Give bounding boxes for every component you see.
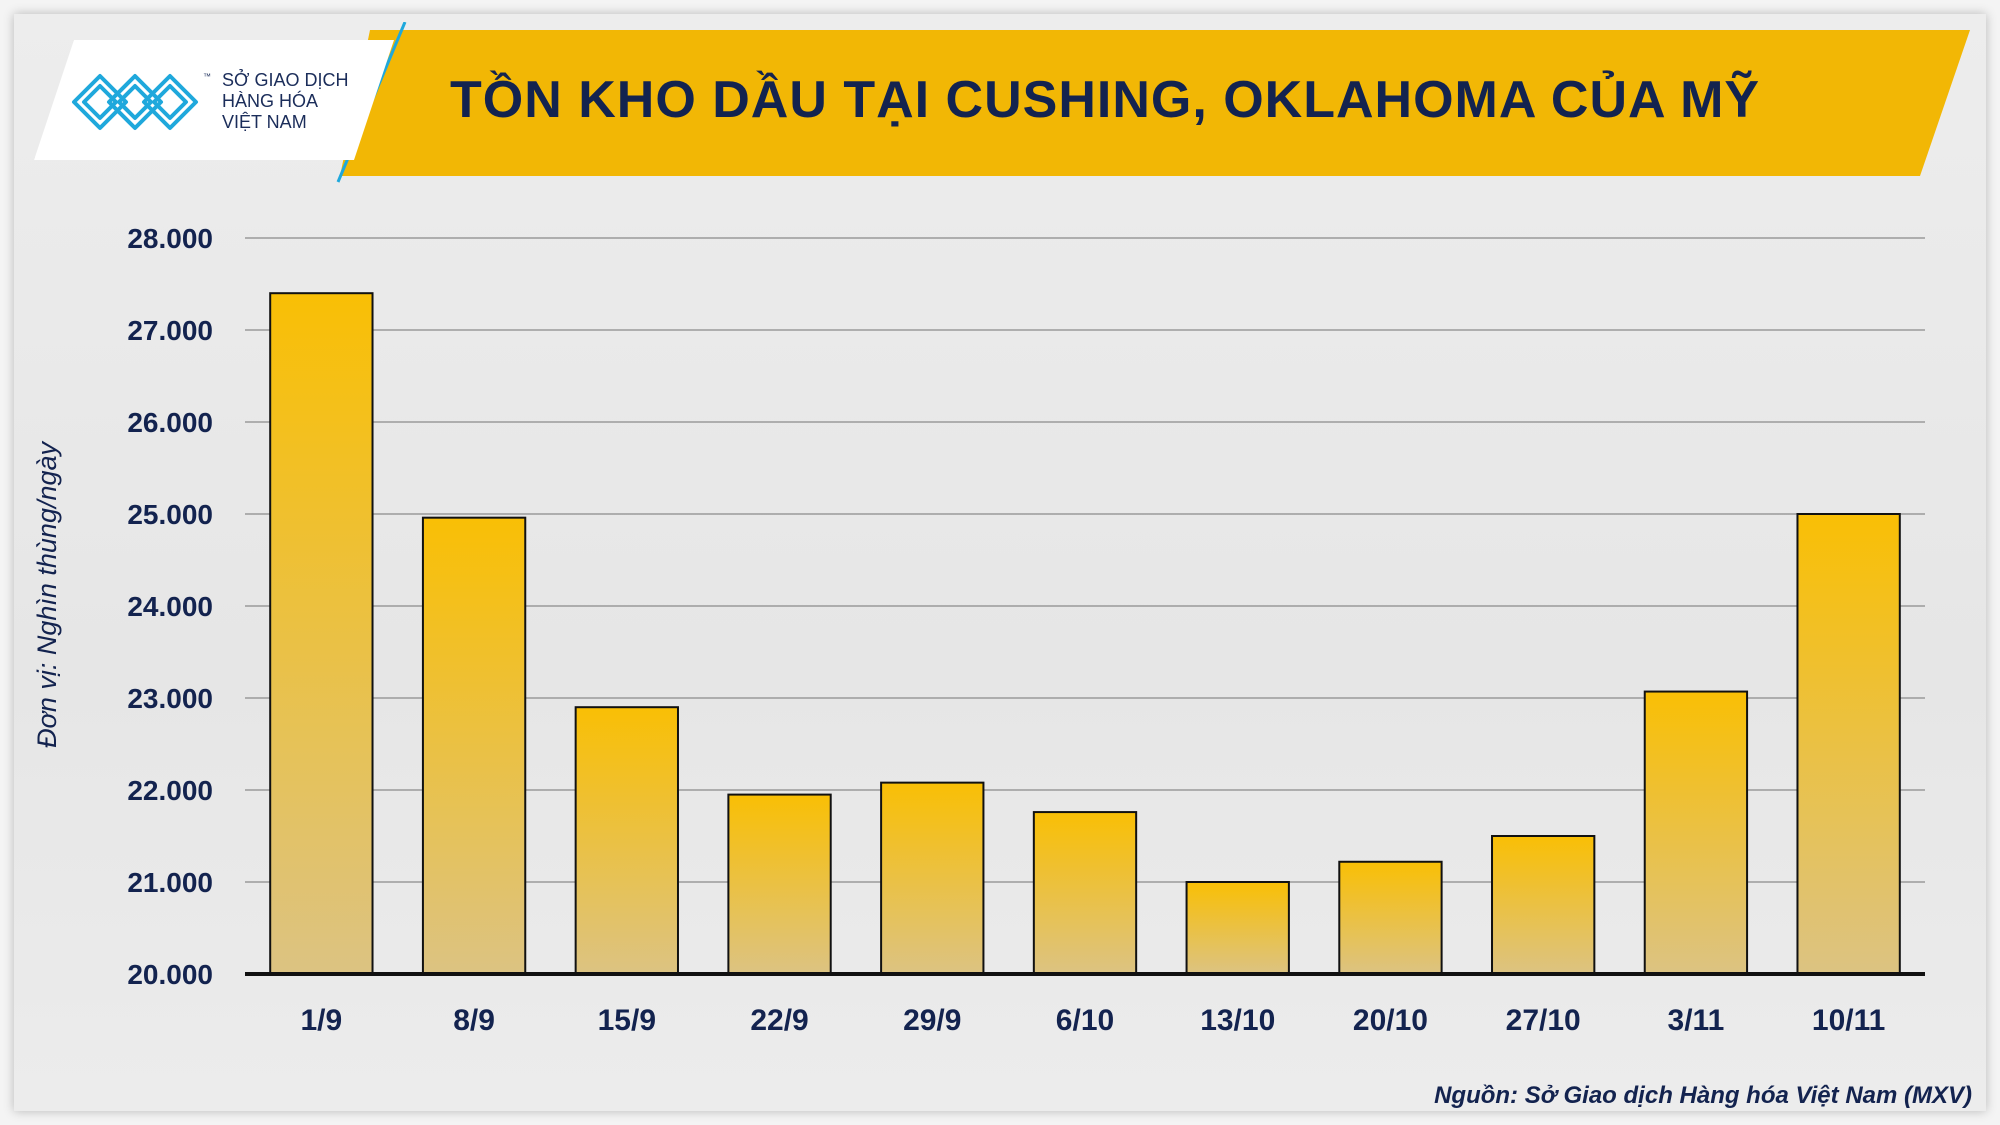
trademark-symbol: ™ xyxy=(203,72,211,81)
y-tick-label: 24.000 xyxy=(127,591,213,622)
bar-8-9 xyxy=(421,516,527,975)
bar-22-9 xyxy=(727,793,832,975)
brand-name: SỞ GIAO DỊCH HÀNG HÓA VIỆT NAM xyxy=(222,70,372,133)
mxv-logo-icon xyxy=(72,74,198,130)
x-tick-label: 13/10 xyxy=(1200,1004,1275,1037)
bar-6-10 xyxy=(1032,811,1138,976)
brand-line-3: VIỆT NAM xyxy=(222,112,307,132)
y-tick-label: 26.000 xyxy=(127,407,213,438)
bar-15-9 xyxy=(574,706,679,975)
bar-27-10 xyxy=(1491,835,1596,975)
x-tick-label: 10/11 xyxy=(1812,1004,1885,1037)
x-tick-label: 20/10 xyxy=(1353,1004,1428,1037)
x-tick-label: 29/9 xyxy=(903,1004,961,1037)
x-tick-label: 6/10 xyxy=(1056,1004,1114,1037)
y-tick-label: 20.000 xyxy=(127,959,213,990)
title-banner xyxy=(340,30,1970,176)
chart-title: TỒN KHO DẦU TẠI CUSHING, OKLAHOMA CỦA MỸ xyxy=(450,71,1761,129)
y-axis-label: Đơn vị: Nghìn thùng/ngày xyxy=(32,441,62,749)
brand-line-1: SỞ GIAO DỊCH xyxy=(222,70,349,90)
x-tick-label: 1/9 xyxy=(301,1004,343,1037)
source-note: Nguồn: Sở Giao dịch Hàng hóa Việt Nam (M… xyxy=(1434,1082,1972,1109)
x-tick-label: 27/10 xyxy=(1506,1004,1581,1037)
y-tick-label: 22.000 xyxy=(127,775,213,806)
y-tick-label: 21.000 xyxy=(127,867,213,898)
brand-line-2: HÀNG HÓA xyxy=(222,91,319,111)
bar-3-11 xyxy=(1643,690,1749,975)
bar-20-10 xyxy=(1338,860,1443,976)
bar-1-9 xyxy=(269,292,374,975)
bar-29-9 xyxy=(880,781,985,976)
x-tick-label: 3/11 xyxy=(1668,1004,1725,1037)
y-tick-label: 23.000 xyxy=(127,683,213,714)
x-tick-label: 15/9 xyxy=(598,1004,656,1037)
y-tick-label: 25.000 xyxy=(127,499,213,530)
x-tick-label: 8/9 xyxy=(453,1004,495,1037)
x-tick-label: 22/9 xyxy=(750,1004,808,1037)
logo-card xyxy=(34,40,394,160)
bar-10-11 xyxy=(1796,513,1901,975)
y-tick-label: 27.000 xyxy=(127,315,213,346)
y-tick-label: 28.000 xyxy=(127,223,213,254)
bar-13-10 xyxy=(1185,881,1290,975)
